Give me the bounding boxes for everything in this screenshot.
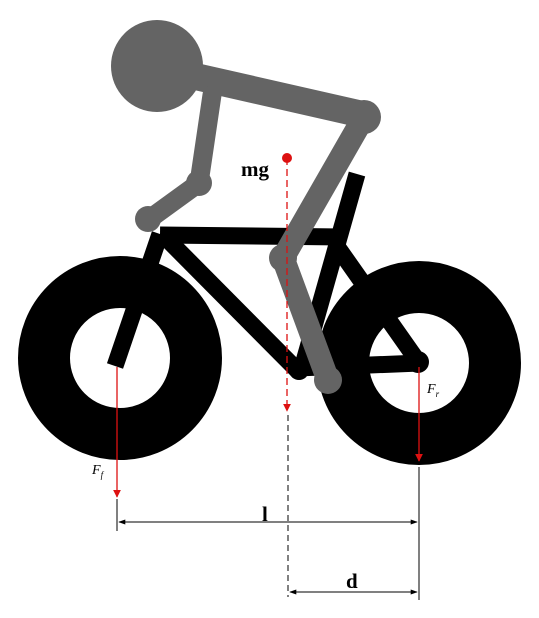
rider-elbow <box>186 170 212 196</box>
crank-hub <box>289 360 309 380</box>
rider-head <box>111 20 203 112</box>
wheelbase-label: l <box>262 502 268 526</box>
cg-offset-label: d <box>346 569 358 593</box>
rider-hand <box>135 206 161 232</box>
rider-shin <box>271 246 340 392</box>
rear-force-label: Fr <box>426 382 440 399</box>
rider-upper-arm <box>189 85 222 193</box>
rider-thigh <box>271 103 377 270</box>
weight-label: mg <box>241 157 269 181</box>
rear-hub <box>407 351 429 373</box>
top-tube <box>159 226 344 246</box>
front-wheel <box>18 256 222 460</box>
rider-knee <box>269 244 297 272</box>
seat-stay <box>329 240 426 368</box>
wheelbase-dimension <box>116 467 420 600</box>
rider-foot <box>314 366 342 394</box>
fork <box>106 231 169 369</box>
rider-joints <box>111 20 381 394</box>
rider-hip <box>347 100 381 134</box>
front-force-label: Ff <box>91 463 105 480</box>
down-tube <box>159 232 306 378</box>
